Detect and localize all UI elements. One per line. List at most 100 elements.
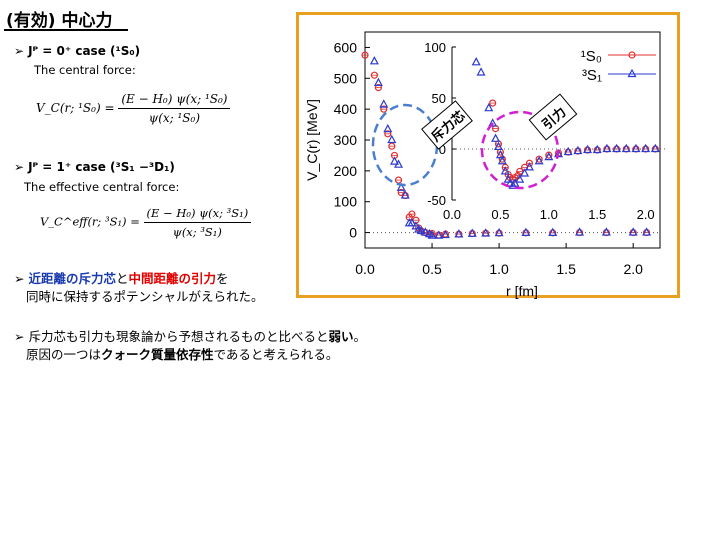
formula-1s0: V_C(r; ¹S₀) = (E − H₀) ψ(x; ¹S₀) ψ(x; ¹S… [36, 92, 231, 125]
s1-inset-point [493, 141, 503, 151]
slide-title: (有効) 中心力 [6, 11, 113, 31]
formula-1s0-fraction: (E − H₀) ψ(x; ¹S₀) ψ(x; ¹S₀) [118, 92, 231, 125]
s1-inset-point [471, 57, 481, 66]
s1-inset-point [491, 133, 501, 142]
x-tick-label: 0.5 [422, 261, 442, 277]
conjunction-text: と [116, 271, 129, 286]
s1-main-point [440, 229, 450, 239]
s1-main-point [389, 156, 400, 165]
s1-main-point [383, 123, 393, 133]
s1-inset-point [583, 144, 593, 154]
s1-main-point [467, 228, 477, 237]
formula-3s1-denominator: ψ(x; ³S₁) [172, 225, 222, 239]
inset-x-tick-label: 0.0 [443, 207, 461, 222]
s1-inset-point [476, 67, 486, 76]
s0-main-point [374, 83, 383, 92]
y-tick-label: 500 [334, 70, 358, 86]
s0-main-point [408, 210, 416, 218]
s1-inset-point [534, 155, 544, 165]
repulsive-core-marker [371, 103, 439, 187]
conclusion-line2: 同時に保持するポテンシャルがえられた。 [26, 289, 264, 304]
s1-inset-point [500, 166, 510, 175]
legend-marker-s1 [627, 68, 637, 78]
s1-inset-point [515, 174, 525, 183]
inset-x-tick-label: 2.0 [637, 207, 655, 222]
y-tick-label: 600 [334, 39, 358, 55]
s1-inset-point [508, 180, 518, 189]
s1-main-point [394, 159, 404, 168]
arrow-bullet-icon: ➢ [14, 329, 25, 344]
bullet-weakness: ➢ 斥力芯も引力も現象論から予想されるものと比べると弱い。 原因の一つはクォーク質… [14, 328, 366, 364]
particle-text: を [216, 271, 229, 286]
s1-main-point [628, 227, 638, 236]
s1-inset-point [631, 143, 641, 153]
x-tick-label: 1.5 [556, 261, 576, 277]
y-tick-label: 300 [334, 132, 358, 148]
inset-y-tick-label: 50 [432, 91, 446, 106]
inset-x-tick-label: 0.5 [491, 207, 509, 222]
s1-inset-point [497, 155, 507, 165]
s1-main-point [411, 221, 421, 230]
formula-3s1: V_C^eff(r; ³S₁) = (E − H₀) ψ(x; ³S₁) ψ(x… [40, 206, 252, 239]
s1-main-point [420, 227, 430, 236]
s0-inset-point [489, 99, 497, 107]
s0-main-point [384, 130, 392, 138]
weakness-emphasis: 弱い [328, 329, 354, 344]
x-axis-label: r [fm] [506, 283, 538, 299]
s1-main-point [373, 77, 383, 87]
s1-main-point [494, 227, 504, 237]
y-axis-label: V_C(r) [MeV] [304, 99, 320, 181]
x-tick-label: 0.0 [355, 261, 375, 277]
formula-3s1-numerator: (E − H₀) ψ(x; ³S₁) [143, 206, 252, 223]
central-force-caption: The central force: [34, 63, 136, 77]
s1-inset-point [524, 162, 534, 171]
bullet-conclusion: ➢ 近距離の斥力芯と中間距離の引力を 同時に保持するポテンシャルがえられた。 [14, 270, 264, 306]
s0-main-point [370, 71, 378, 79]
s1-inset-point [510, 178, 520, 187]
s1-main-point [427, 230, 437, 239]
repulsive-label-box: 斥力芯 [421, 100, 473, 150]
s1-main-point [481, 228, 491, 237]
bullet-3s1-label: Jᴾ = 1⁺ case (³S₁ −³D₁) [28, 160, 175, 174]
repulsive-label-border [421, 100, 473, 150]
s1-main-point [521, 227, 531, 236]
s0-main-point [361, 51, 369, 59]
formula-1s0-denominator: ψ(x; ¹S₀) [148, 111, 201, 125]
reason-line2a: 原因の一つは [26, 347, 102, 362]
s1-main-point [454, 229, 464, 238]
bullet-1s0: ➢ Jᴾ = 0⁺ case (¹S₀) [14, 44, 140, 58]
s1-inset-point [573, 145, 583, 155]
s0-main-point [394, 176, 403, 184]
weakness-line1a: 斥力芯も引力も現象論から予想されるものと比べると [28, 329, 329, 344]
s1-inset-point [612, 143, 622, 153]
bullet-1s0-label: Jᴾ = 0⁺ case (¹S₀) [28, 44, 141, 58]
repulsive-core-text: 近距離の斥力芯 [28, 271, 116, 286]
s1-main-point [416, 225, 426, 235]
arrow-bullet-icon: ➢ [14, 44, 25, 58]
s1-main-point [601, 227, 611, 236]
weakness-line1c: 。 [353, 329, 367, 344]
s1-inset-point [495, 149, 505, 159]
s1-main-point [434, 230, 444, 239]
inset-y-tick-label: -50 [427, 193, 446, 208]
s1-inset-point [563, 146, 573, 156]
s1-inset-point [641, 143, 651, 153]
s1-inset-point [488, 118, 498, 127]
s1-main-point [548, 227, 558, 236]
reason-line2c: であると考えられる。 [213, 347, 339, 362]
y-tick-label: 0 [349, 225, 357, 241]
x-tick-label: 2.0 [623, 261, 643, 277]
s0-main-point [380, 105, 388, 113]
s1-main-point [369, 56, 379, 65]
s1-inset-point [621, 143, 631, 153]
s1-inset-point [544, 151, 554, 161]
y-tick-label: 200 [334, 163, 358, 179]
formula-3s1-lhs: V_C^eff(r; ³S₁) = [40, 214, 140, 229]
arrow-bullet-icon: ➢ [14, 271, 25, 286]
y-tick-label: 100 [334, 194, 358, 210]
formula-1s0-numerator: (E − H₀) ψ(x; ¹S₀) [118, 92, 231, 109]
s1-inset-point [592, 144, 602, 154]
s1-main-point [407, 218, 417, 227]
inset-y-tick-label: 0 [439, 142, 446, 157]
effective-force-caption: The effective central force: [24, 180, 180, 194]
